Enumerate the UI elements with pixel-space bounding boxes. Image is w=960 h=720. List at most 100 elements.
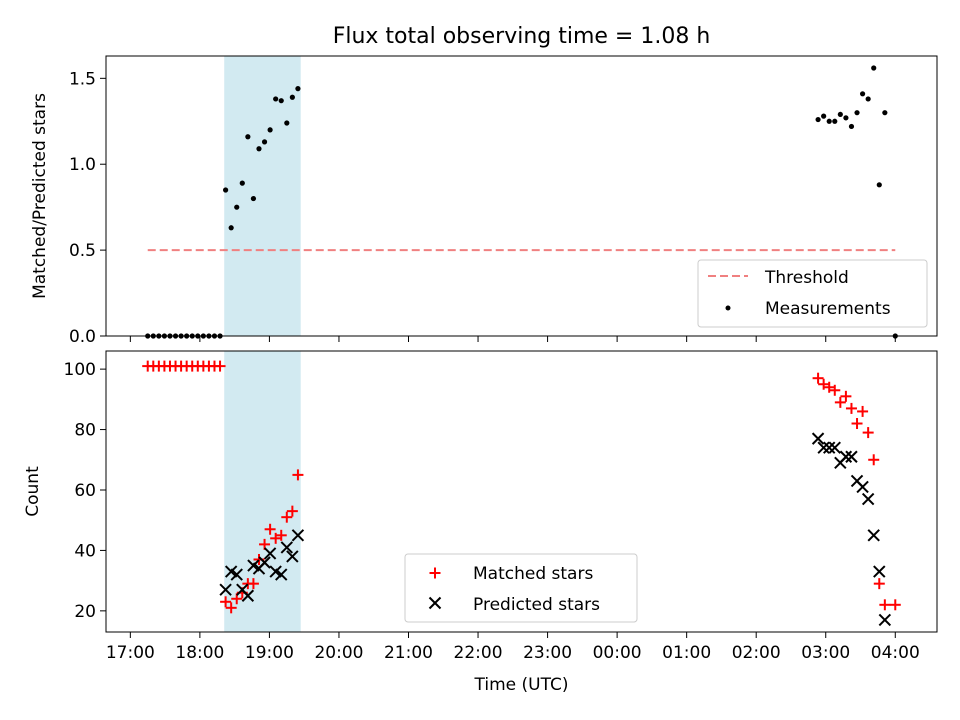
matched-star-point — [812, 372, 824, 384]
top-plot-frame — [105, 55, 938, 337]
top-y-tick-label: 1.5 — [69, 69, 96, 89]
x-tick-label: 04:00 — [871, 643, 920, 663]
bottom-panel: 20 40 60 80 100 17:00 18:00 19:00 20:00 21:00 22:… — [23, 350, 938, 695]
matched-star-point — [857, 405, 869, 417]
matched-star-point — [247, 578, 259, 590]
measurement-point — [289, 94, 295, 100]
legend-plus-marker — [429, 567, 441, 579]
measurement-point — [871, 65, 877, 71]
x-tick-label: 23:00 — [523, 643, 572, 663]
measurement-point — [865, 96, 871, 102]
legend-predicted-swatch — [428, 596, 442, 610]
x-tick-label: 02:00 — [732, 643, 781, 663]
measurement-point — [832, 118, 838, 124]
legend-matched-swatch — [429, 567, 441, 579]
bottom-y-tick-label: 80 — [74, 421, 96, 441]
matched-star-point — [818, 378, 830, 390]
measurement-point — [267, 127, 273, 133]
predicted-star-point — [823, 441, 836, 454]
predicted-stars-series — [219, 432, 892, 627]
matched-star-point — [270, 532, 282, 544]
predicted-star-point — [275, 568, 288, 581]
measurement-point — [843, 115, 849, 121]
matched-star-point — [834, 396, 846, 408]
predicted-star-point — [839, 450, 853, 463]
x-tick-label: 03:00 — [801, 643, 850, 663]
top-y-tick-label: 1.0 — [69, 155, 96, 175]
matched-star-point — [292, 469, 304, 481]
measurement-point — [278, 98, 284, 104]
x-tick-label: 18:00 — [175, 643, 224, 663]
predicted-star-point — [219, 583, 232, 596]
bottom-y-tick-label: 60 — [74, 481, 96, 501]
matched-star-point — [286, 505, 298, 517]
predicted-star-point — [878, 613, 892, 627]
top-y-tick-label: 0.5 — [69, 241, 96, 261]
top-legend-box — [697, 259, 928, 328]
matched-star-point — [862, 427, 874, 439]
x-tick-label: 00:00 — [593, 643, 642, 663]
top-panel: 0.0 0.5 1.0 1.5 Flux total observing time =… — [30, 24, 938, 347]
predicted-star-point — [845, 450, 858, 463]
matched-star-point — [879, 599, 891, 611]
measurement-point — [815, 116, 821, 123]
bottom-plot-frame — [105, 350, 938, 633]
measurement-point — [882, 110, 888, 116]
legend-measurements-label: Measurements — [765, 299, 891, 319]
predicted-star-point — [828, 441, 841, 454]
top-x-axis-ticks — [129, 336, 896, 342]
measurement-point — [234, 204, 240, 210]
bottom-highlight-span — [224, 351, 301, 632]
measurement-point — [854, 110, 860, 116]
measurement-point — [250, 195, 257, 202]
matched-star-point — [829, 384, 841, 396]
matched-star-point — [225, 602, 237, 614]
x-tick-label: 17:00 — [106, 643, 155, 663]
predicted-star-point — [867, 529, 880, 542]
measurement-point — [859, 91, 866, 97]
predicted-star-point — [258, 556, 271, 569]
matched-star-point — [873, 578, 885, 590]
measurement-point — [848, 123, 855, 130]
bottom-y-axis-label: Count — [23, 466, 43, 517]
matched-star-point — [220, 596, 232, 608]
x-tick-label: 01:00 — [662, 643, 711, 663]
matched-stars-series — [142, 360, 901, 614]
measurement-point — [239, 180, 245, 186]
matched-star-point — [214, 360, 226, 372]
measurement-point — [273, 96, 279, 102]
legend-x-marker — [428, 596, 442, 610]
measurement-point — [245, 134, 251, 140]
predicted-star-point — [286, 550, 299, 563]
measurement-point — [826, 118, 832, 124]
x-tick-label: 21:00 — [384, 643, 433, 663]
bottom-y-tick-label: 40 — [74, 541, 96, 561]
predicted-star-point — [873, 565, 886, 578]
x-tick-label: 20:00 — [314, 643, 363, 663]
legend-measurements-swatch — [725, 305, 731, 311]
bottom-y-tick-label: 100 — [64, 360, 96, 380]
predicted-star-point — [280, 541, 294, 554]
x-tick-label: 22:00 — [454, 643, 503, 663]
top-y-axis-label: Matched/Predicted stars — [30, 93, 50, 299]
matched-star-point — [889, 599, 901, 611]
legend-predicted-label: Predicted stars — [473, 595, 600, 615]
predicted-star-point — [811, 432, 825, 445]
bottom-legend: Matched stars Predicted stars — [404, 553, 638, 623]
top-highlight-span — [224, 56, 301, 336]
legend-threshold-label: Threshold — [764, 268, 849, 288]
matched-star-point — [823, 381, 835, 393]
measurement-point — [256, 146, 262, 152]
predicted-star-point — [230, 568, 243, 581]
top-y-tick-label: 0.0 — [69, 327, 96, 347]
predicted-star-point — [861, 492, 875, 506]
measurement-point — [821, 113, 827, 119]
legend-matched-label: Matched stars — [473, 564, 593, 584]
predicted-star-point — [291, 529, 305, 542]
predicted-star-point — [817, 441, 830, 454]
measurement-point — [284, 120, 290, 126]
measurement-point — [261, 139, 268, 145]
measurement-point — [837, 111, 843, 118]
matched-star-point — [281, 511, 293, 523]
